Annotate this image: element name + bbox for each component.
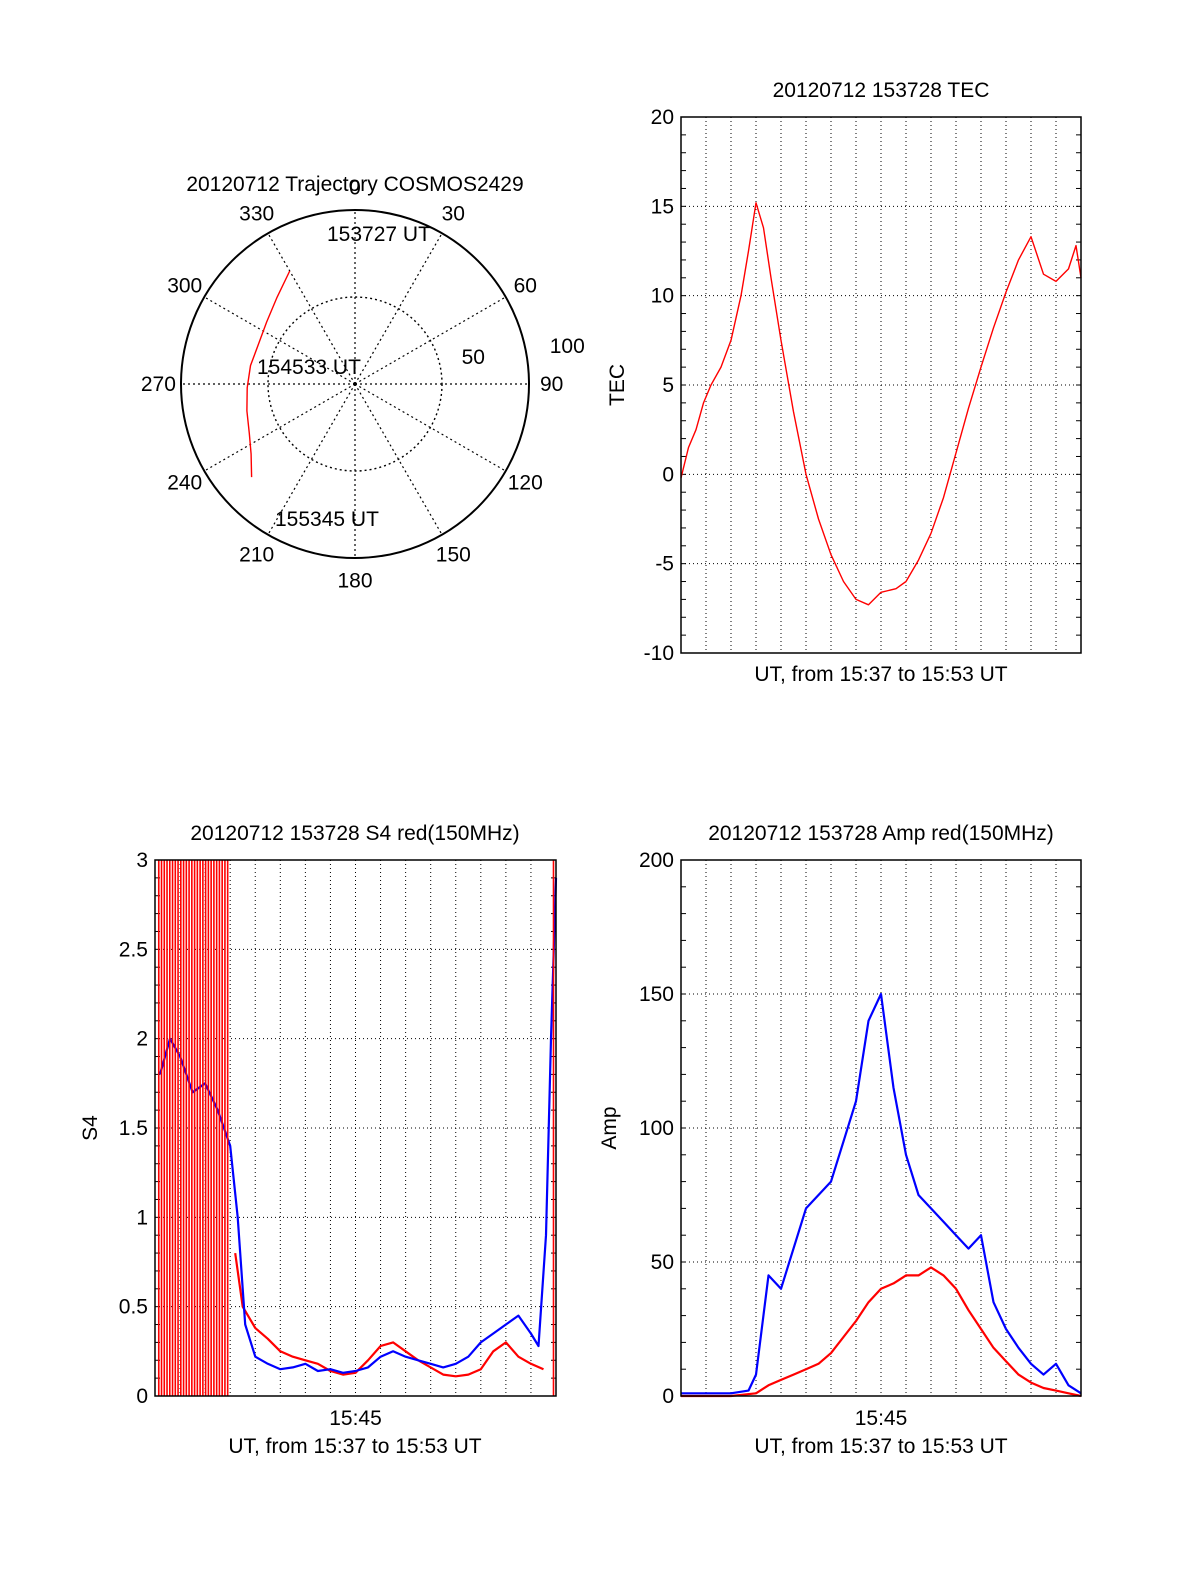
- y-tick-label: 150: [639, 983, 674, 1006]
- chart-title: 20120712 Trajectory COSMOS2429: [186, 173, 523, 196]
- polar-outer-ring: [180, 209, 530, 559]
- chart-title: 20120712 153728 Amp red(150MHz): [708, 822, 1054, 845]
- x-axis-label: UT, from 15:37 to 15:53 UT: [754, 1435, 1007, 1458]
- y-tick-label: 200: [639, 849, 674, 872]
- y-tick-label: 20: [651, 106, 674, 129]
- y-tick-label: 1.5: [119, 1117, 148, 1140]
- y-tick-label: 2: [136, 1028, 148, 1051]
- angle-tick-label: 150: [436, 543, 471, 566]
- plot-frame: [680, 859, 1082, 1397]
- angle-tick-label: 330: [239, 203, 274, 226]
- radial-tick-label: 100: [550, 335, 585, 358]
- y-tick-label: -5: [655, 553, 674, 576]
- polar-grid-spoke: [204, 383, 356, 472]
- series-line: [681, 1266, 1082, 1398]
- polar-grid-spoke: [267, 233, 356, 385]
- polar-grid-spoke: [204, 296, 356, 385]
- y-tick-label: 15: [651, 195, 674, 218]
- polar-trajectory-panel: 20120712 Trajectory COSMOS2429 0 30 60 90 12…: [141, 173, 585, 593]
- y-tick-label: 10: [651, 285, 674, 308]
- y-tick-label: 0: [136, 1385, 148, 1408]
- y-tick-label: 100: [639, 1117, 674, 1140]
- series-line: [680, 202, 1082, 606]
- trajectory-line: [246, 270, 291, 478]
- y-tick-label: 2.5: [119, 938, 148, 961]
- tec-panel: 20120712 153728 TEC UT, from 15:37 to 15…: [606, 79, 1082, 686]
- y-tick-label: 3: [136, 849, 148, 872]
- y-axis-label: Amp: [598, 1106, 621, 1149]
- chart-title: 20120712 153728 TEC: [773, 79, 990, 102]
- plot-frame: [680, 116, 1082, 654]
- trajectory-time-label: 155345 UT: [275, 508, 379, 531]
- angle-tick-label: 60: [514, 275, 537, 298]
- amp-panel: 20120712 153728 Amp red(150MHz) UT, from…: [598, 822, 1082, 1458]
- y-tick-label: -10: [644, 642, 674, 665]
- radial-tick-label: 50: [462, 346, 485, 369]
- trajectory-time-label: 154533 UT: [257, 356, 361, 379]
- angle-tick-label: 240: [167, 471, 202, 494]
- trajectory-time-label: 153727 UT: [327, 223, 431, 246]
- angle-tick-label: 30: [442, 203, 465, 226]
- y-axis-label: S4: [79, 1115, 102, 1141]
- angle-tick-label: 180: [337, 570, 372, 593]
- polar-grid-spoke: [354, 233, 443, 385]
- y-tick-label: 50: [651, 1251, 674, 1274]
- angle-tick-label: 0: [349, 176, 361, 199]
- y-tick-label: 5: [662, 374, 674, 397]
- y-axis-label: TEC: [606, 364, 629, 406]
- chart-title: 20120712 153728 S4 red(150MHz): [190, 822, 519, 845]
- y-tick-label: 0: [662, 463, 674, 486]
- angle-tick-label: 120: [508, 471, 543, 494]
- x-tick-label: 15:45: [855, 1407, 908, 1430]
- x-axis-label: UT, from 15:37 to 15:53 UT: [228, 1435, 481, 1458]
- x-axis-label: UT, from 15:37 to 15:53 UT: [754, 663, 1007, 686]
- y-tick-label: 1: [136, 1206, 148, 1229]
- angle-tick-label: 300: [167, 275, 202, 298]
- x-tick-label: 15:45: [329, 1407, 382, 1430]
- series-line: [234, 1252, 544, 1378]
- plot-frame: [154, 859, 557, 1397]
- y-tick-label: 0: [662, 1385, 674, 1408]
- y-tick-label: 0.5: [119, 1296, 148, 1319]
- angle-tick-label: 90: [540, 373, 563, 396]
- angle-tick-label: 270: [141, 373, 176, 396]
- polar-grid-ring: [267, 296, 443, 472]
- angle-tick-label: 210: [239, 543, 274, 566]
- s4-panel: 20120712 153728 S4 red(150MHz) UT, from …: [79, 822, 558, 1458]
- series-line: [681, 992, 1082, 1395]
